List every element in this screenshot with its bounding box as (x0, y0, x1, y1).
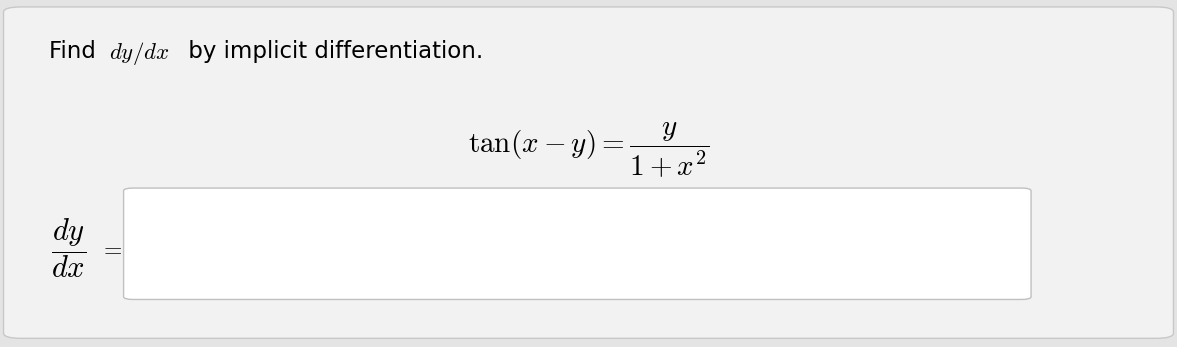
Text: $\dfrac{dy}{dx}$: $\dfrac{dy}{dx}$ (51, 216, 86, 280)
FancyBboxPatch shape (4, 7, 1173, 338)
Text: Find: Find (49, 40, 104, 63)
Text: by implicit differentiation.: by implicit differentiation. (181, 40, 484, 63)
Text: $\tan(x - y) = \dfrac{y}{1 + x^2}$: $\tan(x - y) = \dfrac{y}{1 + x^2}$ (467, 121, 710, 180)
FancyBboxPatch shape (124, 188, 1031, 299)
Text: $=$: $=$ (99, 236, 122, 260)
Text: $dy/dx$: $dy/dx$ (109, 40, 171, 67)
